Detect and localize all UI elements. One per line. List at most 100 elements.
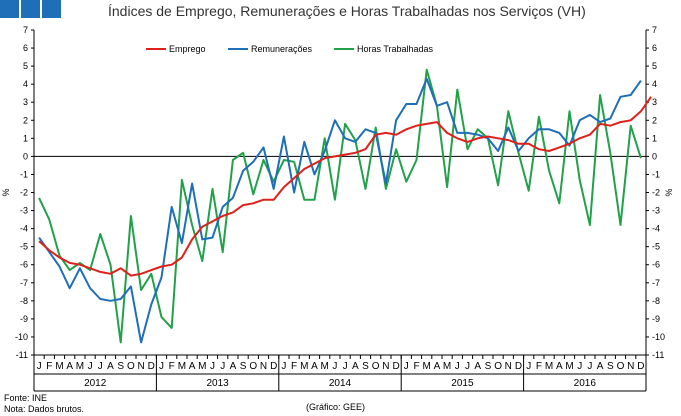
x-tick-label: N — [627, 361, 634, 372]
x-tick-label: J — [159, 361, 164, 372]
y-tick-label-right: 3 — [652, 97, 657, 107]
y-tick-label-right: 2 — [652, 115, 657, 125]
x-tick-label: J — [455, 361, 460, 372]
y-tick-label-left: -6 — [20, 260, 28, 270]
x-tick-label: M — [545, 361, 553, 372]
x-tick-label: J — [220, 361, 225, 372]
y-tick-label-right: -9 — [652, 314, 660, 324]
x-tick-label: F — [291, 361, 297, 372]
y-tick-label-right: -10 — [652, 332, 665, 342]
x-tick-label: J — [404, 361, 409, 372]
credit-text: (Gráfico: GEE) — [306, 402, 366, 412]
x-tick-label: M — [76, 361, 84, 372]
x-tick-label: J — [577, 361, 582, 372]
y-tick-label-right: -8 — [652, 296, 660, 306]
y-axis-label-left: % — [1, 188, 11, 196]
y-tick-label-left: -10 — [15, 332, 28, 342]
header-square — [21, 0, 40, 18]
x-tick-label: F — [536, 361, 542, 372]
y-tick-label-left: 4 — [23, 79, 28, 89]
x-tick-label: F — [169, 361, 175, 372]
chart-series — [38, 68, 652, 344]
chart-legend: Emprego Remunerações Horas Trabalhadas — [146, 44, 434, 54]
x-tick-label: N — [260, 361, 267, 372]
x-tick-label: D — [515, 361, 522, 372]
year-label: 2014 — [329, 378, 352, 389]
y-tick-label-right: 1 — [652, 133, 657, 143]
x-tick-label: A — [556, 361, 563, 372]
year-label: 2012 — [84, 378, 107, 389]
y-tick-label-right: 6 — [652, 43, 657, 53]
y-tick-label-right: -7 — [652, 278, 660, 288]
y-tick-label-right: 4 — [652, 79, 657, 89]
x-tick-label: M — [321, 361, 329, 372]
y-tick-label-right: -6 — [652, 260, 660, 270]
y-axis-label-right: % — [664, 188, 674, 196]
legend-label: Horas Trabalhadas — [357, 44, 434, 54]
y-tick-label-left: 3 — [23, 97, 28, 107]
x-tick-label: A — [230, 361, 237, 372]
x-tick-label: O — [494, 361, 502, 372]
legend-label: Emprego — [169, 44, 206, 54]
x-tick-label: J — [526, 361, 531, 372]
x-tick-label: S — [362, 361, 369, 372]
x-tick-label: J — [210, 361, 215, 372]
y-tick-label-left: -11 — [16, 350, 28, 360]
x-tick-label: O — [249, 361, 257, 372]
y-tick-label-left: 0 — [23, 151, 28, 161]
y-tick-label-left: 1 — [23, 133, 28, 143]
x-tick-label: S — [240, 361, 247, 372]
x-tick-label: N — [382, 361, 389, 372]
y-tick-label-right: 0 — [652, 151, 657, 161]
x-tick-label: O — [617, 361, 625, 372]
chart-axes: 7 7 6 6 5 5 4 4 3 3 2 2 1 1 0 0 -1 -1 -2 -2 -3 -3 -4 -4 -5 -5 -6 -6… — [1, 25, 674, 360]
x-tick-label: F — [46, 361, 52, 372]
legend-label: Remunerações — [251, 44, 313, 54]
x-tick-label: J — [465, 361, 470, 372]
y-tick-label-left: -3 — [20, 206, 28, 216]
x-tick-label: A — [474, 361, 481, 372]
x-tick-label: J — [98, 361, 103, 372]
x-tick-label: O — [372, 361, 380, 372]
y-tick-label-right: -4 — [652, 224, 660, 234]
x-tick-label: M — [423, 361, 431, 372]
y-tick-label-right: -5 — [652, 242, 660, 252]
x-tick-label: D — [270, 361, 277, 372]
y-tick-label-left: -4 — [20, 224, 28, 234]
x-tick-label: A — [107, 361, 114, 372]
x-tick-label: A — [66, 361, 73, 372]
x-tick-label: M — [565, 361, 573, 372]
source-text: Fonte: INE — [4, 393, 48, 403]
x-tick-label: D — [148, 361, 155, 372]
x-tick-label: N — [505, 361, 512, 372]
x-tick-label: J — [37, 361, 42, 372]
x-tick-label: J — [281, 361, 286, 372]
note-text: Nota: Dados brutos. — [4, 404, 85, 414]
y-tick-label-right: -1 — [652, 169, 660, 179]
x-tick-label: S — [117, 361, 124, 372]
x-tick-label: M — [178, 361, 186, 372]
y-tick-label-right: 7 — [652, 25, 657, 35]
y-tick-label-right: -2 — [652, 188, 660, 198]
series-line-1 — [38, 77, 642, 344]
header-square — [0, 0, 19, 18]
y-tick-label-left: 5 — [23, 61, 28, 71]
y-tick-label-left: 6 — [23, 43, 28, 53]
x-tick-label: D — [637, 361, 644, 372]
x-tick-label: O — [127, 361, 135, 372]
x-tick-label: S — [485, 361, 492, 372]
x-tick-label: D — [392, 361, 399, 372]
x-tick-label: A — [311, 361, 318, 372]
x-tick-label: A — [434, 361, 441, 372]
header-square — [42, 0, 61, 18]
year-label: 2013 — [206, 378, 229, 389]
year-label: 2016 — [574, 378, 597, 389]
x-tick-label: J — [88, 361, 93, 372]
series-line-2 — [38, 68, 642, 344]
x-tick-label: M — [198, 361, 206, 372]
y-tick-label-right: 5 — [652, 61, 657, 71]
x-tick-label: A — [352, 361, 359, 372]
header-squares-logo — [0, 0, 64, 18]
